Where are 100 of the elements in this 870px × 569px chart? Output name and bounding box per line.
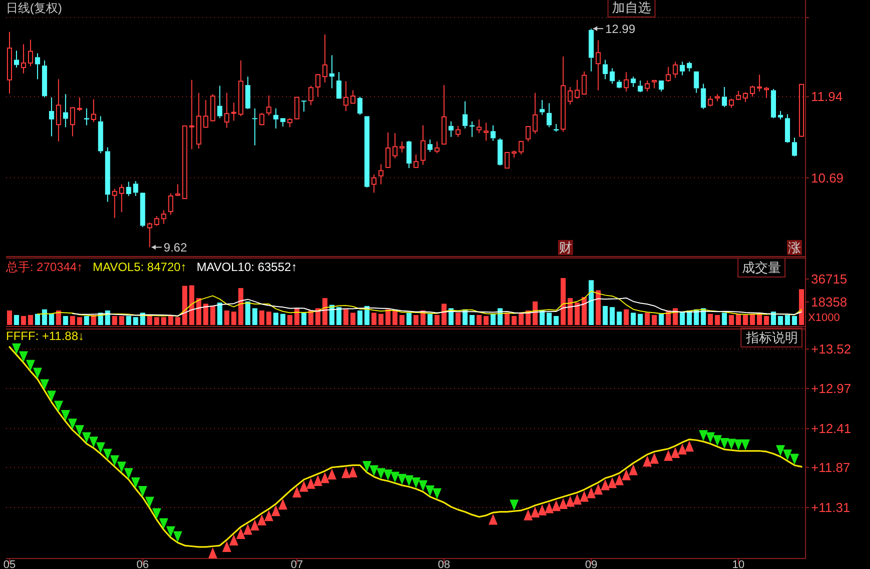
point bbox=[264, 510, 274, 522]
point bbox=[390, 472, 400, 483]
point bbox=[152, 508, 162, 520]
y-tick-label: 11.94 bbox=[811, 89, 843, 104]
bar bbox=[294, 308, 300, 325]
y-tick-label: 18358 bbox=[811, 294, 848, 310]
point bbox=[75, 425, 84, 436]
point bbox=[544, 502, 554, 514]
point bbox=[432, 488, 442, 500]
point bbox=[145, 496, 154, 508]
bar bbox=[708, 314, 713, 325]
point bbox=[89, 436, 98, 448]
bar bbox=[280, 314, 286, 325]
bar bbox=[343, 309, 348, 325]
bar bbox=[672, 308, 678, 325]
series-label: FFFF: +11.88↓ bbox=[6, 329, 84, 343]
bar bbox=[6, 310, 12, 325]
bar bbox=[764, 316, 769, 325]
point bbox=[243, 524, 252, 535]
annotation: 成交量 bbox=[742, 260, 781, 275]
bar bbox=[133, 317, 138, 325]
bar bbox=[582, 296, 587, 325]
line-series bbox=[37, 290, 802, 317]
point bbox=[320, 472, 330, 484]
point bbox=[404, 475, 414, 486]
bar bbox=[413, 314, 419, 325]
bar bbox=[658, 314, 664, 325]
y-tick-label: +12.97 bbox=[811, 381, 852, 396]
line-series bbox=[72, 297, 802, 316]
bar bbox=[512, 316, 517, 325]
point bbox=[670, 447, 680, 458]
bar bbox=[490, 314, 496, 325]
point bbox=[40, 379, 50, 390]
bar bbox=[287, 314, 292, 325]
bar bbox=[392, 310, 398, 325]
bar bbox=[161, 317, 166, 325]
point bbox=[552, 500, 561, 512]
bar bbox=[476, 314, 482, 325]
bar bbox=[315, 308, 320, 325]
bar bbox=[217, 302, 222, 325]
point bbox=[776, 445, 785, 456]
bar bbox=[784, 314, 790, 325]
text: MAVOL5: 84720↑ bbox=[92, 260, 187, 274]
point bbox=[734, 439, 743, 450]
bar bbox=[568, 298, 573, 325]
bar bbox=[336, 307, 342, 325]
point bbox=[726, 438, 736, 450]
bar bbox=[532, 301, 538, 325]
bar bbox=[182, 286, 188, 325]
bar bbox=[596, 290, 601, 325]
bar bbox=[714, 314, 720, 325]
point bbox=[600, 479, 610, 490]
point bbox=[33, 368, 42, 379]
bar bbox=[224, 310, 230, 325]
point bbox=[586, 487, 596, 498]
bar bbox=[357, 310, 362, 325]
x-tick-label: 09 bbox=[585, 559, 598, 569]
point bbox=[622, 469, 631, 480]
bar bbox=[560, 278, 566, 325]
annotation: 12.99 bbox=[605, 22, 636, 36]
y-tick-label: 36715 bbox=[811, 272, 848, 287]
bar bbox=[14, 314, 20, 325]
bar bbox=[238, 288, 244, 325]
point bbox=[412, 477, 421, 488]
bar bbox=[456, 312, 461, 325]
point bbox=[580, 490, 589, 502]
bar bbox=[231, 312, 236, 325]
x-tick-label: 05 bbox=[3, 559, 16, 569]
annotation: 指标说明 bbox=[745, 330, 798, 345]
y-tick-label: +13.52 bbox=[811, 342, 852, 357]
point bbox=[131, 477, 140, 488]
bar bbox=[484, 316, 489, 325]
point bbox=[103, 448, 112, 460]
bar bbox=[273, 312, 278, 325]
annotation: 财 bbox=[559, 240, 572, 255]
point bbox=[96, 442, 106, 454]
bar bbox=[301, 312, 306, 325]
point bbox=[278, 498, 288, 510]
point bbox=[250, 519, 260, 530]
y-tick-label: +12.41 bbox=[811, 421, 852, 436]
y-tick-label: +11.87 bbox=[811, 460, 850, 475]
bar bbox=[105, 310, 110, 325]
bar bbox=[750, 314, 755, 325]
point bbox=[706, 432, 715, 444]
point bbox=[138, 486, 148, 498]
bar bbox=[28, 314, 34, 325]
bar bbox=[428, 314, 433, 325]
bar bbox=[42, 309, 48, 325]
bar bbox=[630, 312, 636, 325]
point bbox=[348, 466, 358, 478]
point bbox=[19, 351, 28, 362]
point bbox=[229, 534, 238, 546]
bar bbox=[399, 314, 405, 325]
annotation: 9.62 bbox=[164, 240, 188, 255]
point bbox=[12, 343, 22, 354]
point bbox=[292, 486, 302, 498]
bar bbox=[119, 316, 124, 325]
annotation: 涨 bbox=[788, 240, 801, 255]
bar bbox=[798, 289, 804, 325]
point bbox=[712, 435, 722, 446]
